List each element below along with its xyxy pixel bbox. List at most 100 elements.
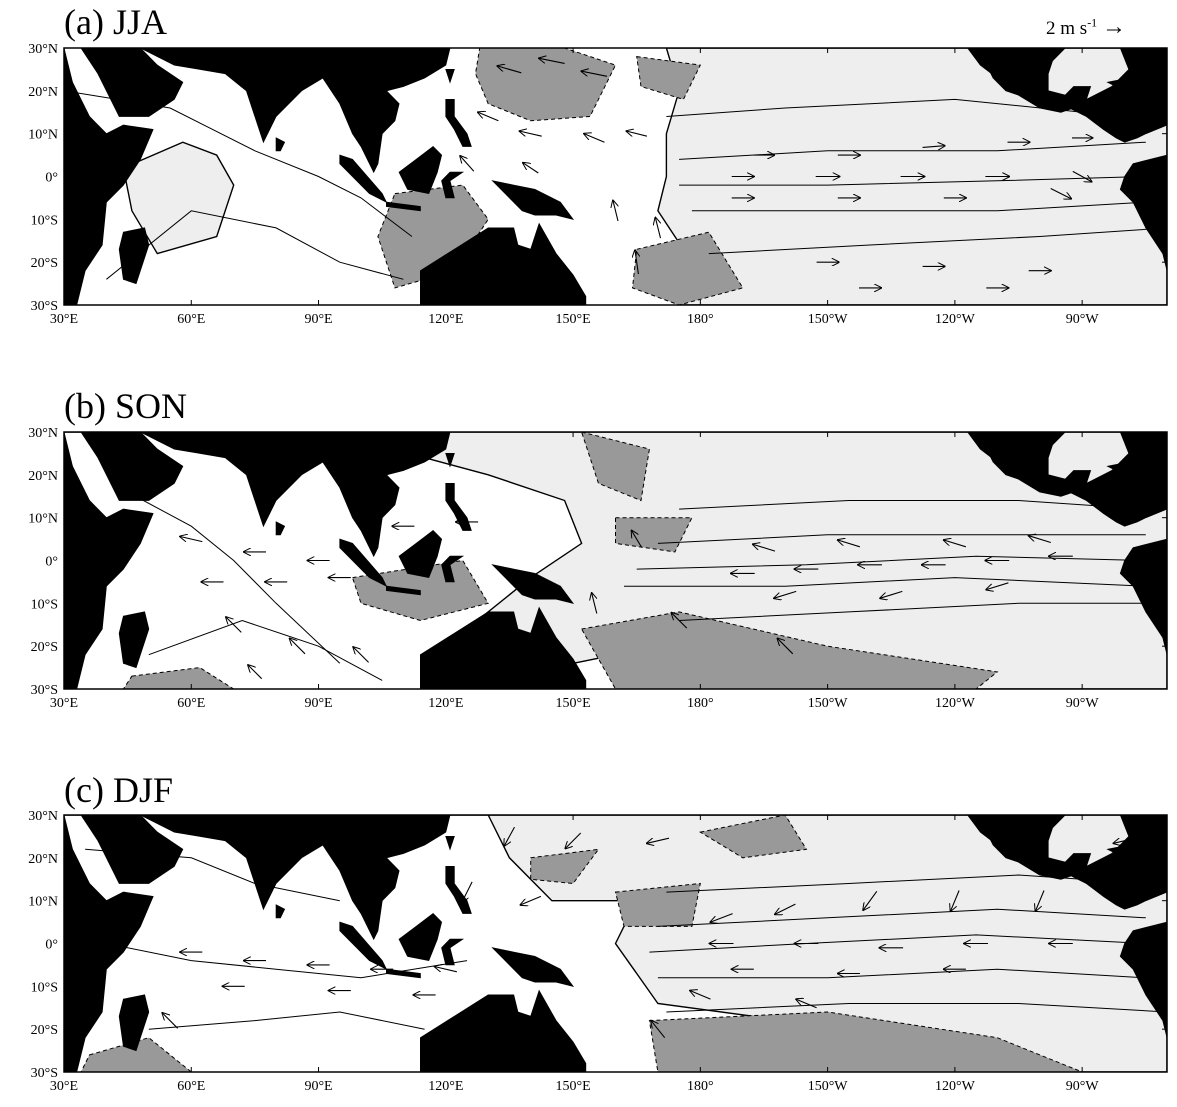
wind-vector [460,156,475,172]
shade-dark-region [648,1011,1083,1072]
land-australia [419,222,587,305]
wind-vector [880,590,903,598]
wind-vector [711,913,733,923]
shade-dark-region [122,667,235,689]
shade-light-region [122,141,235,255]
wind-vector [655,218,662,239]
panel-title-jja: (a) JJA [64,2,167,42]
wind-vector [498,66,522,74]
lat-tick-label: 0° [45,171,58,186]
wind-vector [592,593,598,614]
land-sri-lanka [275,137,286,152]
lon-tick-label: 180° [687,312,714,327]
land-cuba [1106,77,1152,92]
wind-vector [672,613,688,629]
shade-dark-region [614,882,701,927]
wind-vector [521,895,542,905]
wind-vector [478,112,499,122]
lat-tick-label: 10°N [28,128,58,143]
lat-tick-label: 0° [45,938,58,953]
lon-tick-label: 120°E [428,312,463,327]
lat-tick-label: 20°N [28,469,58,484]
lat-tick-label: 10°S [31,213,58,228]
land-new-guinea [491,180,575,220]
contour-line [679,602,1167,621]
wind-vector [1072,170,1092,181]
lat-tick-label: 20°N [28,85,58,100]
lon-tick-label: 60°E [177,1079,205,1094]
lon-tick-label: 150°W [808,1079,849,1094]
contour-line [148,619,383,681]
lon-tick-label: 90°W [1066,312,1100,327]
wind-vector [180,537,203,543]
lon-tick-label: 150°E [555,696,590,711]
lat-tick-label: 20°N [28,852,58,867]
wind-vector [632,531,643,548]
lon-tick-label: 60°E [177,696,205,711]
land-borneo [398,912,443,962]
wind-vector [753,544,776,552]
wind-vector [796,999,817,1009]
wind-vector [504,826,515,846]
contour-line [127,491,341,664]
lat-tick-label: 0° [45,555,58,570]
lon-tick-label: 30°E [50,696,78,711]
land-philippines [445,99,472,147]
land-japan [483,48,485,49]
land-sri-lanka [275,521,286,536]
lon-tick-label: 120°W [935,312,976,327]
wind-vector [1050,188,1071,199]
wind-vector [986,582,1009,590]
land-sulawesi [441,555,465,583]
wind-vector [582,71,608,77]
lat-tick-label: 30°N [28,426,58,441]
land-australia [419,606,587,689]
land-java [385,585,421,596]
lat-tick-label: 30°S [31,683,58,698]
land-java [385,201,421,212]
wind-vector [584,134,605,143]
wind-vector [539,58,565,64]
contour-line [708,227,1167,255]
contour-line [666,1003,1167,1013]
wind-vector [226,617,242,633]
wind-vector [838,540,861,548]
wind-vector [162,1013,179,1029]
land-japan [483,432,485,433]
shade-dark-region [698,815,808,859]
map-panel-djf: 30°N 20°N 10°N 0° 10°S 20°S 30°S30°E 60°E 90°E 12… [28,809,1168,1094]
wind-vector [1029,536,1051,544]
map-panel-son: 30°N 20°N 10°N 0° 10°S 20°S 30°S30°E 60°E 90°E 12… [28,426,1168,711]
lat-tick-label: 30°N [28,809,58,824]
shade-light-region [64,815,1167,1072]
contour-line [148,1011,425,1030]
land-new-guinea [491,947,575,987]
lon-tick-label: 90°E [304,1079,332,1094]
land-south-america [1119,154,1167,271]
land-taiwan [445,69,455,84]
wind-vector [775,903,796,914]
lon-tick-label: 150°W [808,312,849,327]
wind-vector [520,131,542,137]
land-madagascar [118,227,150,285]
lon-tick-label: 150°E [555,312,590,327]
lat-tick-label: 30°S [31,299,58,314]
wind-vector [565,832,582,848]
land-madagascar [118,611,150,669]
lat-tick-label: 10°S [31,980,58,995]
contour-line [679,141,1146,160]
lat-tick-label: 10°S [31,597,58,612]
land-sri-lanka [275,904,286,919]
lon-tick-label: 120°E [428,1079,463,1094]
wind-vector [651,1021,666,1039]
wind-vector [922,146,945,148]
land-cuba [1106,844,1152,859]
shade-dark-region [80,1037,193,1072]
land-borneo [398,529,443,579]
wind-vector [774,590,797,598]
land-africa [64,48,154,305]
land-sulawesi [441,171,465,199]
lon-tick-label: 90°W [1066,1079,1100,1094]
lon-tick-label: 120°W [935,696,976,711]
land-baja [967,815,999,847]
